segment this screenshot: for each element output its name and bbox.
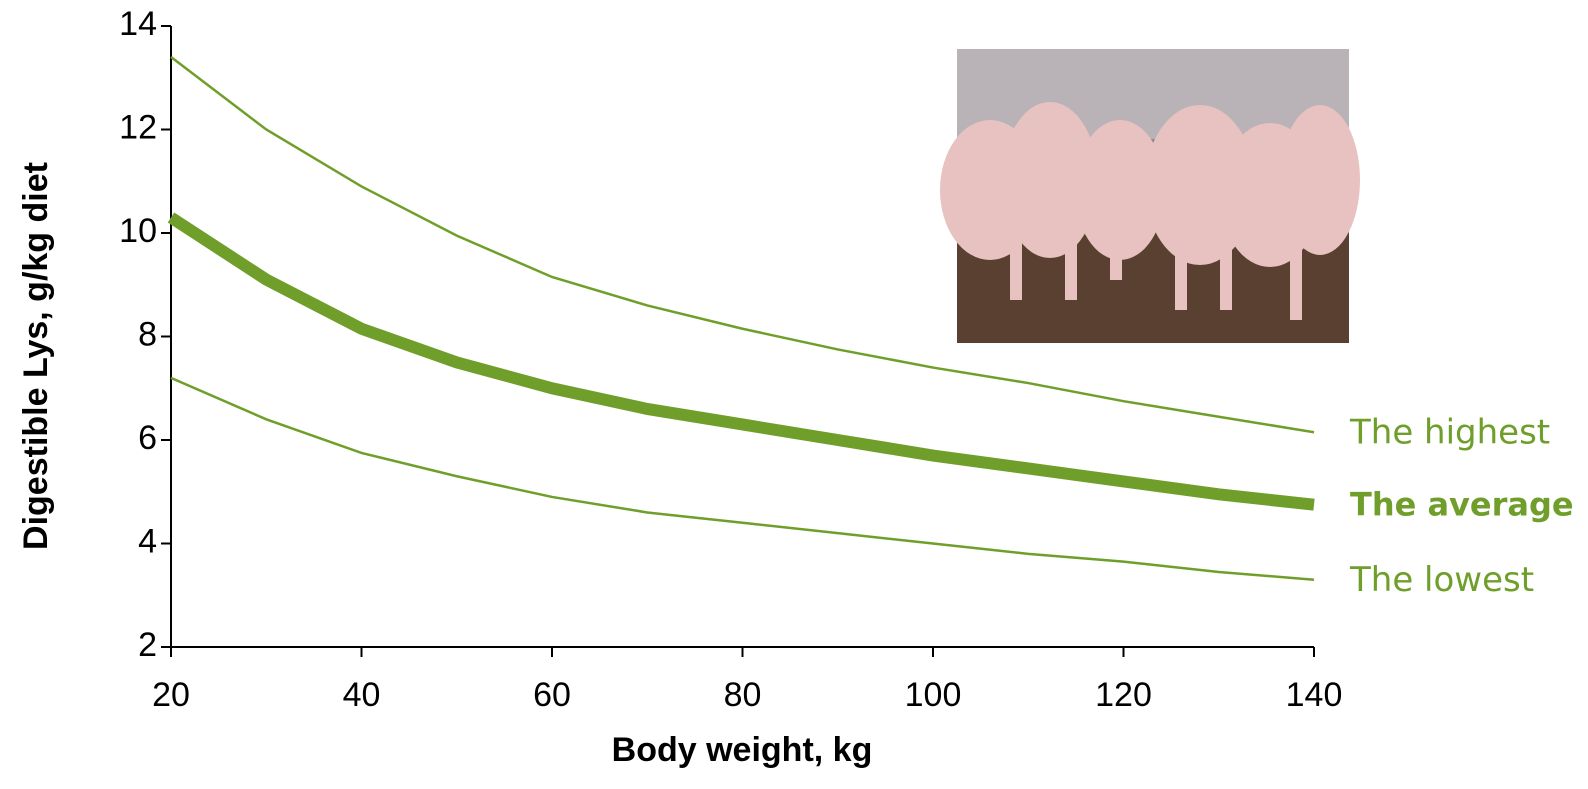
series-line [167,212,1315,511]
x-tick-label: 60 [533,676,571,714]
x-tick-label: 20 [152,676,190,714]
x-tick-label: 100 [905,676,962,714]
x-tick-label: 40 [343,676,381,714]
y-tick-label: 14 [119,5,157,43]
x-tick-label: 120 [1095,676,1152,714]
y-tick-label: 12 [119,108,157,146]
x-tick-label: 80 [724,676,762,714]
series-line [170,376,1315,581]
y-axis-title: Digestible Lys, g/kg diet [17,162,55,550]
y-tick-label: 2 [138,626,157,664]
y-tick-label: 4 [138,522,157,560]
series-line [170,56,1315,434]
photo [940,49,1360,343]
y-tick-label: 6 [138,419,157,457]
series-label: The average [1350,486,1574,524]
x-axis-title: Body weight, kg [612,731,873,769]
series-label: The highest [1349,413,1550,453]
series-label: The lowest [1349,560,1534,600]
x-tick-label: 140 [1286,676,1343,714]
y-tick-label: 8 [138,315,157,353]
y-tick-label: 10 [119,212,157,250]
